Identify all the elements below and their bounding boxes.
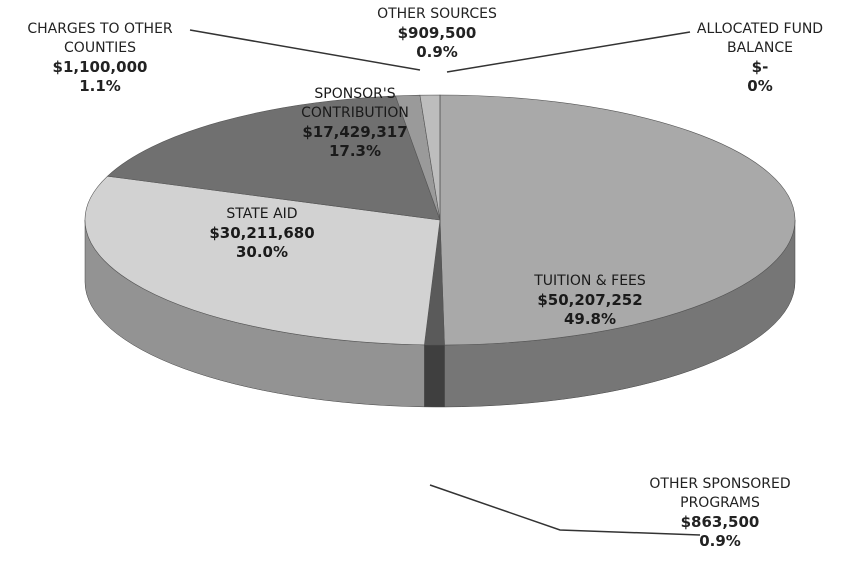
label-name: STATE AID xyxy=(226,206,298,222)
label-name: SPONSOR'S CONTRIBUTION xyxy=(301,86,409,121)
slice-label: CHARGES TO OTHER COUNTIES $1,100,000 1.1% xyxy=(10,20,190,96)
label-amt: $863,500 xyxy=(680,513,760,531)
label-amt: $909,500 xyxy=(397,24,477,42)
label-pct: 17.3% xyxy=(328,142,382,160)
slice-side xyxy=(424,344,445,408)
label-name: ALLOCATED FUND BALANCE xyxy=(696,21,824,56)
leader-line xyxy=(429,484,701,536)
slice-label: STATE AID $30,211,680 30.0% xyxy=(172,205,352,262)
label-amt: $1,100,000 xyxy=(52,58,148,76)
label-pct: 0.9% xyxy=(416,43,458,61)
label-pct: 30.0% xyxy=(235,243,289,261)
slice-label: TUITION & FEES $50,207,252 49.8% xyxy=(490,272,690,329)
label-amt: $30,211,680 xyxy=(209,224,315,242)
slice-label: OTHER SOURCES $909,500 0.9% xyxy=(357,5,517,62)
slice xyxy=(84,175,441,346)
label-pct: 0% xyxy=(747,77,773,95)
label-pct: 1.1% xyxy=(79,77,121,95)
label-amt: $17,429,317 xyxy=(302,123,408,141)
slice xyxy=(439,94,796,346)
label-pct: 49.8% xyxy=(563,310,617,328)
label-amt: $50,207,252 xyxy=(537,291,643,309)
slice-label: SPONSOR'S CONTRIBUTION $17,429,317 17.3% xyxy=(290,85,420,161)
label-name: OTHER SOURCES xyxy=(377,6,497,22)
slice xyxy=(106,95,441,221)
slice-label: ALLOCATED FUND BALANCE $- 0% xyxy=(685,20,835,96)
label-name: OTHER SPONSORED PROGRAMS xyxy=(649,476,791,511)
leader-line xyxy=(189,29,421,71)
slice-label: OTHER SPONSORED PROGRAMS $863,500 0.9% xyxy=(635,475,805,551)
leader-line xyxy=(446,31,691,73)
pie-tops xyxy=(84,94,796,346)
label-pct: 0.9% xyxy=(699,532,741,550)
label-name: CHARGES TO OTHER COUNTIES xyxy=(27,21,173,56)
label-amt: $- xyxy=(751,58,769,76)
label-name: TUITION & FEES xyxy=(534,273,646,289)
